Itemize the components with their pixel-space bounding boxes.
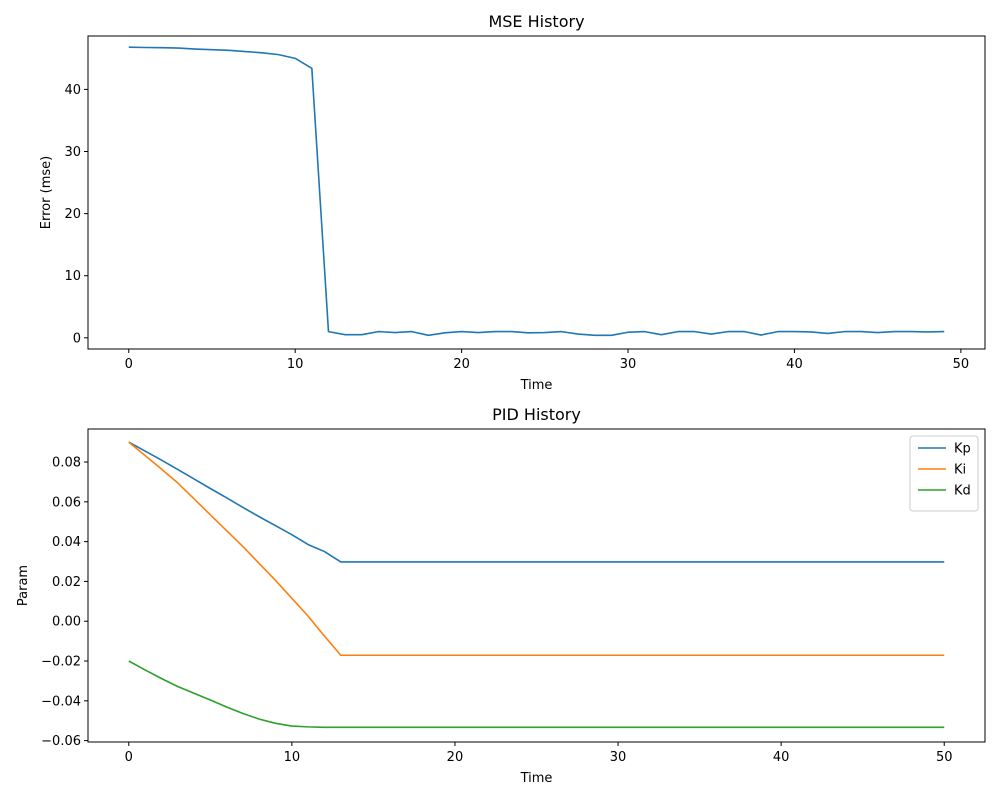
chart-1-xtick-label: 10 [284,750,301,765]
chart-0-ytick-label: 10 [64,269,81,284]
chart-0-series-mse-line [128,46,945,337]
chart-1-ytick-label: 0.00 [52,615,81,630]
chart-1-xtick-label: 0 [125,750,133,765]
chart-1-xtick-label: 50 [936,750,953,765]
chart-0-ytick-label: 30 [64,145,81,160]
chart-0-xtick-label: 40 [786,357,803,372]
chart-0-xtick-label: 10 [287,357,304,372]
chart-1-ytick-label: −0.02 [41,655,81,670]
chart-1-title: PID History [492,405,581,424]
chart-1-legend-label-kp: Kp [954,442,971,457]
chart-0-ytick-label: 40 [64,83,81,98]
chart-1-legend-box [909,435,979,512]
chart-0-xtick-label: 50 [953,357,970,372]
chart-1-series-kd-line [128,660,945,729]
chart-0-ytick-label: 20 [64,207,81,222]
chart-1-xlabel: Time [520,771,553,786]
chart-1-axes-frame [87,428,986,743]
chart-1-series-kp-line [128,441,945,563]
chart-1-ylabel: Param [16,565,31,606]
chart-0-ylabel: Error (mse) [39,156,54,229]
chart-1-ytick-label: 0.06 [52,495,81,510]
mse-history-plot: MSE History 0 10 20 30 40 50 0 10 20 30 40 Time Error… [39,12,986,393]
chart-1-ytick-label: 0.02 [52,575,81,590]
chart-1-ytick-label: 0.08 [52,456,81,471]
chart-0-axes-frame [87,35,986,350]
chart-1-ytick-label: −0.06 [41,734,81,749]
chart-1-series-group [128,441,945,729]
chart-0-xtick-label: 30 [620,357,637,372]
chart-1-xtick-label: 40 [773,750,790,765]
chart-0-xlabel: Time [520,378,553,393]
chart-0-ytick-label: 0 [73,331,81,346]
chart-0-xtick-label: 0 [125,357,133,372]
chart-1-ytick-label: 0.04 [52,535,81,550]
chart-0-xtick-label: 20 [453,357,470,372]
pid-history-plot: PID History 0 10 20 30 40 50 −0.06 −0.04 −0.02 0.0… [16,405,986,786]
chart-1-xtick-label: 20 [447,750,464,765]
chart-0-series-group [128,46,945,337]
chart-1-ytick-label: −0.04 [41,694,81,709]
chart-1-legend-label-ki: Ki [954,463,966,478]
chart-1-series-ki-line [128,441,945,657]
chart-1-legend: Kp Ki Kd [909,435,979,512]
chart-1-xtick-label: 30 [610,750,627,765]
chart-0-title: MSE History [488,12,584,31]
chart-1-legend-label-kd: Kd [954,484,971,499]
